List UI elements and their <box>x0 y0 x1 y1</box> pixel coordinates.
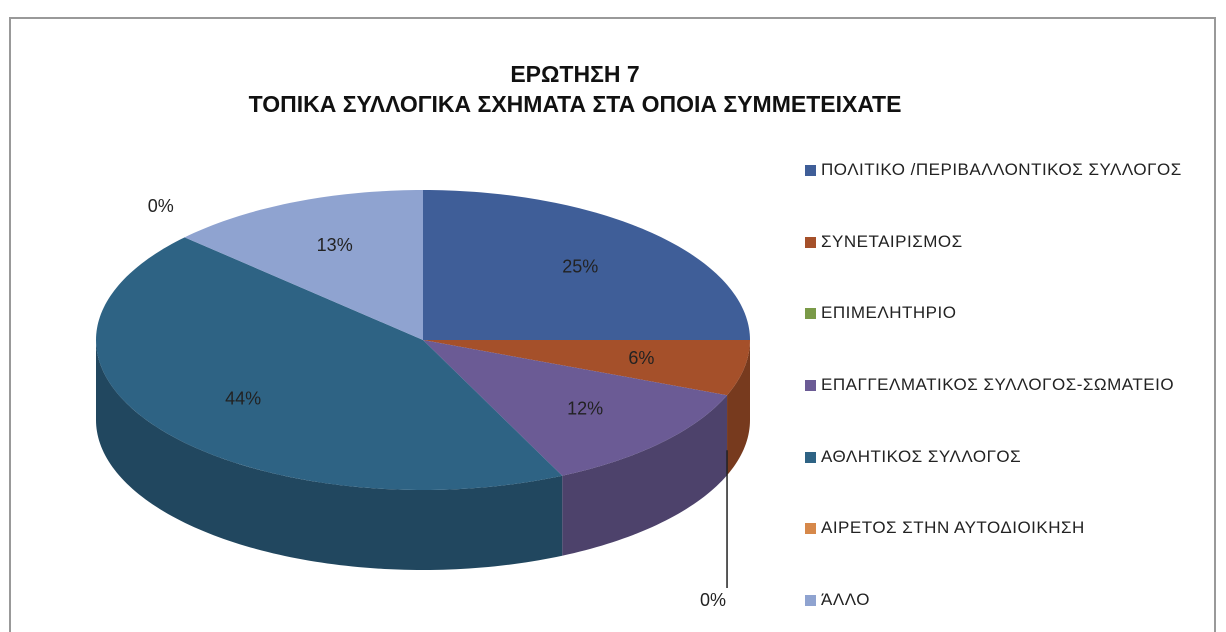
legend-label: ΑΘΛΗΤΙΚΟΣ ΣΥΛΛΟΓΟΣ <box>821 446 1022 466</box>
legend-label: ΠΟΛΙΤΙΚΟ /ΠΕΡΙΒΑΛΛΟΝΤΙΚΟΣ ΣΥΛΛΟΓΟΣ <box>821 160 1182 179</box>
legend-swatch <box>805 236 816 248</box>
legend-label: ΕΠΙΜΕΛΗΤΗΡΙΟ <box>821 303 957 323</box>
legend-item: ΑΘΛΗΤΙΚΟΣ ΣΥΛΛΟΓΟΣ <box>805 442 1185 472</box>
legend-swatch <box>805 308 816 320</box>
legend-swatch <box>805 594 816 606</box>
legend-swatch <box>805 379 816 391</box>
legend-label: ΕΠΑΓΓΕΛΜΑΤΙΚΟΣ ΣΥΛΛΟΓΟΣ-ΣΩΜΑΤΕΙΟ <box>821 374 1175 394</box>
legend-item: ΣΥΝΕΤΑΙΡΙΣΜΟΣ <box>805 227 1185 257</box>
slice <box>423 340 728 476</box>
data-label: 13% <box>317 235 353 255</box>
slice-side <box>96 340 563 570</box>
chart-frame <box>9 17 1216 632</box>
chart-subtitle: ΤΟΠΙΚΑ ΣΥΛΛΟΓΙΚΑ ΣΧΗΜΑΤΑ ΣΤΑ ΟΠΟΙΑ ΣΥΜΜΕ… <box>249 91 902 117</box>
data-label: 6% <box>628 348 654 368</box>
legend-item: ΕΠΙΜΕΛΗΤΗΡΙΟ <box>805 298 1185 328</box>
data-label: 44% <box>225 389 261 409</box>
legend-item: ΕΠΑΓΓΕΛΜΑΤΙΚΟΣ ΣΥΛΛΟΓΟΣ-ΣΩΜΑΤΕΙΟ <box>805 370 1185 400</box>
legend: ΠΟΛΙΤΙΚΟ /ΠΕΡΙΒΑΛΛΟΝΤΙΚΟΣ ΣΥΛΛΟΓΟΣ ΣΥΝΕΤΑ… <box>805 155 1185 615</box>
legend-item: ΠΟΛΙΤΙΚΟ /ΠΕΡΙΒΑΛΛΟΝΤΙΚΟΣ ΣΥΛΛΟΓΟΣ <box>805 155 1185 185</box>
data-label: 0% <box>700 590 726 610</box>
slice <box>96 237 563 490</box>
legend-label: ΣΥΝΕΤΑΙΡΙΣΜΟΣ <box>821 231 963 251</box>
legend-swatch <box>805 523 816 535</box>
slice-side <box>562 395 728 556</box>
slice <box>423 340 750 396</box>
data-label: 25% <box>562 257 598 277</box>
slice <box>423 190 750 340</box>
legend-swatch <box>805 165 816 176</box>
legend-item: ΆΛΛΟ <box>805 585 1185 615</box>
legend-label: ΆΛΛΟ <box>821 589 870 609</box>
legend-swatch <box>805 451 816 463</box>
slice-side <box>727 340 750 476</box>
legend-item: ΑΙΡΕΤΟΣ ΣΤΗΝ ΑΥΤΟΔΙΟΙΚΗΣΗ <box>805 513 1185 543</box>
slice <box>184 190 423 340</box>
chart-title: ΕΡΩΤΗΣΗ 7 <box>510 61 639 87</box>
legend-label: ΑΙΡΕΤΟΣ ΣΤΗΝ ΑΥΤΟΔΙΟΙΚΗΣΗ <box>821 518 1085 538</box>
data-label: 0% <box>148 196 174 216</box>
data-label: 12% <box>567 399 603 419</box>
